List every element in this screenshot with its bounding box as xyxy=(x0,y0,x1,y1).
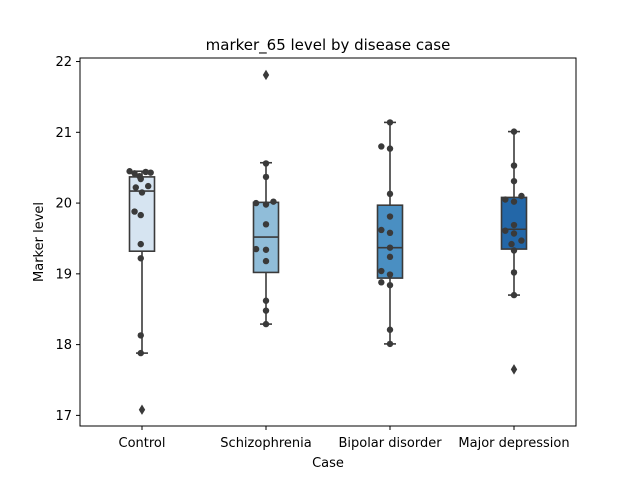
y-tick-label: 20 xyxy=(55,197,72,212)
box-group xyxy=(376,121,404,345)
y-tick-label: 21 xyxy=(55,126,72,141)
data-point xyxy=(386,145,394,152)
outlier-marker xyxy=(138,404,146,415)
data-point xyxy=(137,175,144,183)
outlier-marker xyxy=(510,364,518,375)
data-point xyxy=(270,198,277,205)
data-point xyxy=(386,229,394,236)
data-point xyxy=(510,128,518,135)
y-tick-label: 17 xyxy=(55,409,72,424)
data-point xyxy=(386,119,394,126)
data-point xyxy=(386,271,394,278)
data-point xyxy=(142,168,149,176)
data-point xyxy=(386,281,394,289)
y-tick-label: 22 xyxy=(55,55,72,70)
y-tick-label: 18 xyxy=(55,338,72,353)
data-point xyxy=(262,297,270,304)
data-point xyxy=(145,182,152,190)
data-point xyxy=(386,244,394,251)
data-point xyxy=(262,320,270,328)
data-point xyxy=(502,227,509,234)
data-point xyxy=(510,269,518,276)
data-point xyxy=(137,211,144,219)
data-point xyxy=(510,247,518,254)
box-group xyxy=(252,69,280,325)
data-point xyxy=(518,237,525,244)
data-point xyxy=(262,160,270,167)
data-point xyxy=(378,226,385,234)
y-axis: 17 18 19 20 21 22 xyxy=(55,55,80,424)
box-group xyxy=(128,170,156,415)
box-iqr xyxy=(376,204,404,279)
data-point xyxy=(137,332,144,339)
x-axis-label: Case xyxy=(312,456,344,471)
data-point xyxy=(386,326,394,333)
data-point xyxy=(510,221,518,229)
x-tick-label: Bipolar disorder xyxy=(338,436,442,451)
data-point xyxy=(378,267,385,275)
data-point xyxy=(378,143,385,150)
data-point xyxy=(518,192,525,200)
data-point xyxy=(510,162,518,169)
data-point xyxy=(131,208,138,215)
data-point xyxy=(131,170,138,177)
data-point xyxy=(508,240,515,248)
data-point xyxy=(262,201,270,208)
x-axis: Control Schizophrenia Bipolar disorder Majo… xyxy=(119,426,570,451)
plot-frame xyxy=(79,57,577,427)
data-point xyxy=(138,189,146,196)
y-tick-label: 19 xyxy=(55,267,72,282)
data-point xyxy=(262,221,270,228)
data-point xyxy=(137,255,144,262)
data-point xyxy=(137,240,144,248)
data-point xyxy=(262,173,270,181)
data-point xyxy=(132,184,139,191)
plot-area xyxy=(126,69,528,415)
data-point xyxy=(262,257,270,265)
chart-title: marker_65 level by disease case xyxy=(206,36,451,55)
data-point xyxy=(252,245,260,253)
data-point xyxy=(386,253,394,261)
data-point xyxy=(386,340,394,348)
data-point xyxy=(252,199,260,207)
data-point xyxy=(386,190,394,198)
data-point xyxy=(510,291,518,299)
data-point xyxy=(137,349,144,357)
x-tick-label: Major depression xyxy=(458,436,569,451)
data-point xyxy=(262,307,270,314)
data-point xyxy=(502,196,509,203)
data-point xyxy=(126,168,133,175)
x-tick-label: Control xyxy=(119,436,166,451)
data-point xyxy=(510,230,518,237)
y-axis-label: Marker level xyxy=(32,202,47,282)
data-point xyxy=(262,246,270,253)
data-point xyxy=(510,198,518,205)
x-tick-label: Schizophrenia xyxy=(220,436,311,451)
data-point xyxy=(378,279,385,286)
data-point xyxy=(147,169,154,176)
data-point xyxy=(386,213,394,220)
outlier-marker xyxy=(262,69,270,81)
data-point xyxy=(510,177,518,185)
